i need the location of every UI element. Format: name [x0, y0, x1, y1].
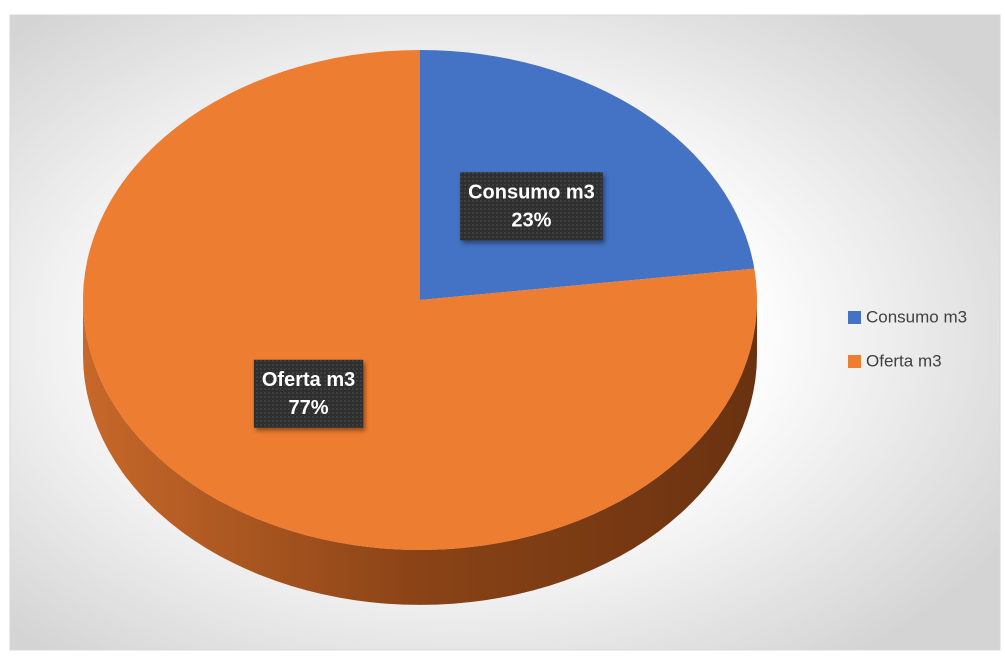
- pie-side: [83, 300, 757, 605]
- legend-label: Consumo m3: [866, 307, 967, 326]
- data-label-box: [460, 172, 603, 241]
- data-label-box: [253, 359, 364, 428]
- pie-slice: [82, 50, 757, 550]
- legend-swatch: [848, 311, 861, 324]
- data-label-category: Consumo m3: [468, 182, 595, 204]
- data-label-category: Oferta m3: [262, 369, 355, 391]
- data-label-value: 23%: [511, 210, 551, 232]
- legend-label: Oferta m3: [866, 351, 942, 370]
- data-label-value: 77%: [289, 397, 329, 419]
- legend-swatch: [848, 355, 861, 368]
- plot: Consumo m3 23% Oferta m3 77% Consumo m3 Ofert…: [82, 50, 967, 605]
